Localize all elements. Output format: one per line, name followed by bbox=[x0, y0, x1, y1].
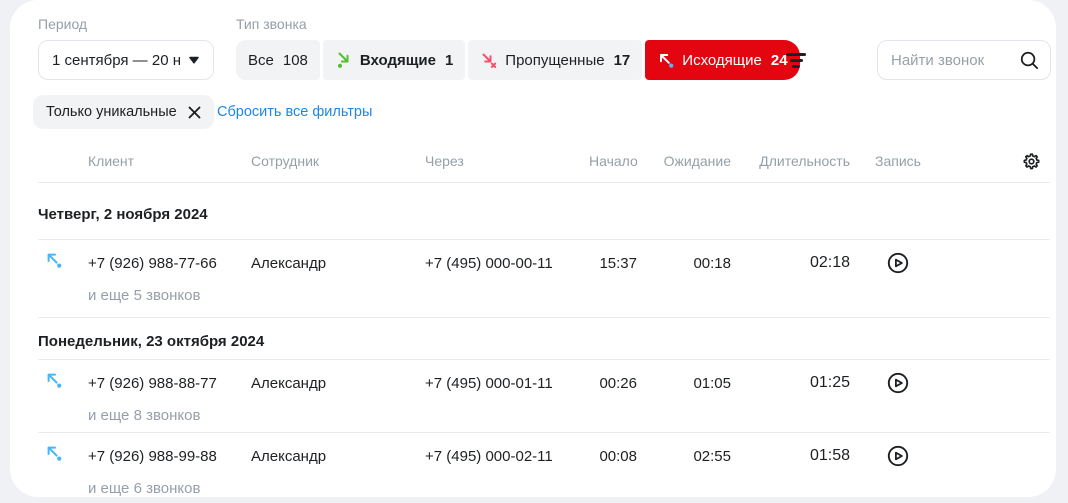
wait-time: 02:55 bbox=[693, 448, 731, 465]
close-icon[interactable] bbox=[186, 104, 203, 121]
client-phone: +7 (926) 988-99-88 bbox=[88, 448, 217, 465]
duration: 02:18 bbox=[809, 254, 850, 271]
reset-filters-link[interactable]: Сбросить все фильтры bbox=[217, 104, 373, 120]
outgoing-call-icon bbox=[47, 373, 62, 388]
play-icon bbox=[887, 372, 909, 394]
via-phone: +7 (495) 000-01-11 bbox=[425, 375, 553, 392]
outgoing-call-icon bbox=[47, 253, 62, 268]
header-record: Запись bbox=[875, 153, 921, 169]
tab-count: 108 bbox=[282, 51, 308, 69]
header-wait: Ожидание bbox=[663, 153, 731, 169]
header-client: Клиент bbox=[88, 153, 135, 169]
client-phone: +7 (926) 988-77-66 bbox=[88, 255, 217, 272]
tab-count: 24 bbox=[770, 51, 788, 69]
tab-missed[interactable]: Пропущенные 17 bbox=[468, 40, 643, 80]
table-row[interactable]: +7 (926) 988-99-88 и еще 6 звонков Алекс… bbox=[38, 433, 1050, 497]
header-duration: Длительность bbox=[759, 153, 850, 169]
period-dropdown[interactable]: 1 сентября — 20 ноя… bbox=[38, 40, 214, 80]
tab-label: Пропущенные bbox=[505, 51, 605, 69]
search-box bbox=[877, 40, 1051, 80]
header-employee: Сотрудник bbox=[251, 153, 320, 169]
chip-label: Только уникальные bbox=[46, 104, 177, 120]
table-row[interactable]: +7 (926) 988-77-66 и еще 5 звонков Алекс… bbox=[38, 240, 1050, 318]
call-type-label: Тип звонка bbox=[236, 16, 307, 32]
period-value: 1 сентября — 20 ноя… bbox=[52, 51, 180, 69]
table-row[interactable]: +7 (926) 988-88-77 и еще 8 звонков Алекс… bbox=[38, 360, 1050, 433]
duration: 01:58 bbox=[809, 447, 850, 464]
table-settings-button[interactable] bbox=[1021, 151, 1042, 172]
date-group-header: Четверг, 2 ноября 2024 bbox=[38, 183, 1050, 240]
tab-count: 1 bbox=[444, 51, 454, 69]
play-icon bbox=[887, 252, 909, 274]
calls-table: Клиент Сотрудник Через Начало Ожидание Д… bbox=[38, 140, 1050, 497]
more-calls-label: и еще 6 звонков bbox=[88, 480, 201, 497]
calls-panel: Период 1 сентября — 20 ноя… Тип звонка В… bbox=[10, 0, 1056, 497]
unique-filter-chip[interactable]: Только уникальные bbox=[33, 95, 214, 129]
tab-label: Входящие bbox=[359, 51, 436, 69]
play-record-button[interactable] bbox=[886, 444, 910, 468]
duration: 01:25 bbox=[809, 374, 850, 391]
play-record-button[interactable] bbox=[886, 371, 910, 395]
employee-name: Александр bbox=[251, 448, 327, 465]
table-header-row: Клиент Сотрудник Через Начало Ожидание Д… bbox=[38, 140, 1050, 183]
employee-name: Александр bbox=[251, 375, 327, 392]
via-phone: +7 (495) 000-00-11 bbox=[425, 255, 553, 272]
via-phone: +7 (495) 000-02-11 bbox=[425, 448, 553, 465]
play-icon bbox=[887, 445, 909, 467]
start-time: 15:37 bbox=[599, 255, 637, 272]
outgoing-call-icon bbox=[660, 54, 674, 68]
tab-label: Исходящие bbox=[682, 51, 762, 69]
header-via: Через bbox=[425, 153, 464, 169]
chevron-down-icon bbox=[189, 56, 199, 64]
header-start: Начало bbox=[589, 153, 638, 169]
tab-all-calls[interactable]: Все 108 bbox=[236, 40, 320, 80]
gear-icon bbox=[1023, 152, 1040, 169]
more-calls-label: и еще 5 звонков bbox=[88, 287, 201, 304]
tab-count: 17 bbox=[613, 51, 631, 69]
tab-label: Все bbox=[248, 51, 274, 69]
wait-time: 01:05 bbox=[693, 375, 731, 392]
employee-name: Александр bbox=[251, 255, 327, 272]
search-input[interactable] bbox=[891, 51, 1019, 69]
filter-lines-icon bbox=[786, 52, 806, 56]
missed-call-icon bbox=[482, 53, 497, 68]
play-record-button[interactable] bbox=[886, 251, 910, 275]
more-calls-label: и еще 8 звонков bbox=[88, 407, 201, 424]
wait-time: 00:18 bbox=[693, 255, 731, 272]
tab-outgoing[interactable]: Исходящие 24 bbox=[645, 40, 800, 80]
period-label: Период bbox=[38, 16, 88, 32]
tab-incoming[interactable]: Входящие 1 bbox=[322, 40, 466, 80]
start-time: 00:08 bbox=[599, 448, 637, 465]
date-group-header: Понедельник, 23 октября 2024 bbox=[38, 318, 1050, 360]
call-type-tabs: Все 108 Входящие 1 Пропущенные 17 Исхо bbox=[236, 40, 800, 80]
incoming-call-icon bbox=[337, 52, 349, 68]
search-icon[interactable] bbox=[1019, 50, 1040, 71]
outgoing-call-icon bbox=[47, 446, 62, 461]
filter-button[interactable] bbox=[780, 46, 812, 74]
start-time: 00:26 bbox=[599, 375, 637, 392]
client-phone: +7 (926) 988-88-77 bbox=[88, 375, 217, 392]
